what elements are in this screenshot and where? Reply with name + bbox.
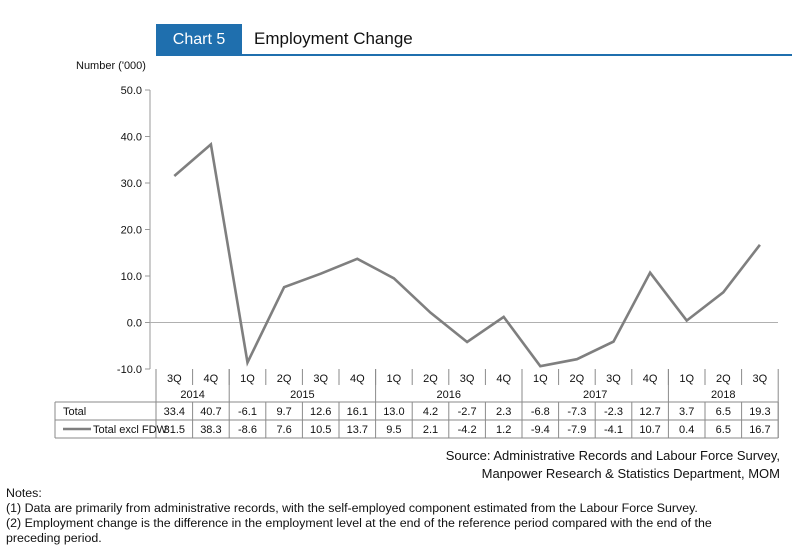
data-label: 12.6 (310, 406, 331, 418)
x-tick-label: 4Q (643, 373, 658, 385)
data-label: -6.8 (531, 406, 550, 418)
x-tick-label: 1Q (240, 373, 255, 385)
series-line-total-excl-fdw (173, 141, 761, 368)
y-tick-label: 10.0 (121, 271, 142, 283)
data-label: 12.7 (639, 406, 660, 418)
chart-canvas: 50.0 40.0 30.0 20.0 10.0 0.0 -10.0 3Q 4Q 1Q 2Q 3Q 4Q… (54, 85, 779, 439)
data-label: -7.3 (567, 406, 586, 418)
x-tick-label: 3Q (313, 373, 328, 385)
x-tick-label: 3Q (167, 373, 182, 385)
chart-number-badge: Chart 5 (156, 24, 242, 55)
data-label: -4.2 (458, 424, 477, 436)
source-note: Source: Administrative Records and Labou… (446, 447, 780, 483)
y-tick-label: 40.0 (121, 132, 142, 144)
data-label: 38.3 (200, 424, 221, 436)
header-rule (156, 54, 792, 56)
data-label: -2.3 (604, 406, 623, 418)
x-tick-label: 2Q (277, 373, 292, 385)
y-axis-label: Number ('000) (76, 60, 146, 72)
data-label: 1.2 (496, 424, 511, 436)
data-label: 13.0 (383, 406, 404, 418)
source-line-1: Source: Administrative Records and Labou… (445, 448, 780, 463)
data-label: -4.1 (604, 424, 623, 436)
series-name: Total excl FDW (93, 424, 168, 436)
notes-block: Notes: (1) Data are primarily from admin… (6, 486, 798, 546)
year-label: 2018 (711, 389, 735, 401)
data-label: 19.3 (749, 406, 770, 418)
data-label: -9.4 (531, 424, 550, 436)
x-tick-label: 3Q (753, 373, 768, 385)
y-tick-label: 20.0 (121, 225, 142, 237)
y-tick-label: 30.0 (121, 178, 142, 190)
data-label: 13.7 (347, 424, 368, 436)
x-tick-label: 1Q (387, 373, 402, 385)
data-label: 3.7 (679, 406, 694, 418)
x-tick-label: 4Q (496, 373, 511, 385)
data-label: 9.7 (276, 406, 291, 418)
data-label: 6.5 (716, 424, 731, 436)
x-tick-label: 3Q (460, 373, 475, 385)
x-tick-label: 4Q (350, 373, 365, 385)
data-label: -6.1 (238, 406, 257, 418)
y-tick-label: 0.0 (127, 318, 142, 330)
x-tick-label: 1Q (679, 373, 694, 385)
data-label: 33.4 (164, 406, 185, 418)
y-tick-label: -10.0 (117, 364, 142, 376)
data-label: 10.5 (310, 424, 331, 436)
data-label: 2.3 (496, 406, 511, 418)
x-tick-label: 3Q (606, 373, 621, 385)
x-tick-label: 4Q (204, 373, 219, 385)
data-label: 16.1 (347, 406, 368, 418)
data-label: 40.7 (200, 406, 221, 418)
year-label: 2015 (290, 389, 314, 401)
year-label: 2014 (180, 389, 204, 401)
x-tick-label: 2Q (570, 373, 585, 385)
y-tick-label: 50.0 (121, 85, 142, 97)
x-tick-label: 2Q (423, 373, 438, 385)
data-label: 7.6 (276, 424, 291, 436)
notes-heading: Notes: (6, 486, 42, 500)
note-2: (2) Employment change is the difference … (6, 516, 712, 530)
year-label: 2017 (583, 389, 607, 401)
note-1: (1) Data are primarily from administrati… (6, 501, 698, 515)
series-name: Total (63, 406, 86, 418)
data-label: 16.7 (749, 424, 770, 436)
source-line-2: Manpower Research & Statistics Departmen… (481, 466, 780, 481)
data-label: 6.5 (716, 406, 731, 418)
x-tick-label: 2Q (716, 373, 731, 385)
x-tick-label: 1Q (533, 373, 548, 385)
data-label: 31.5 (164, 424, 185, 436)
chart-title: Employment Change (254, 29, 413, 48)
data-label: 10.7 (639, 424, 660, 436)
data-label: 2.1 (423, 424, 438, 436)
data-label: -8.6 (238, 424, 257, 436)
data-label: -7.9 (567, 424, 586, 436)
data-label: -2.7 (458, 406, 477, 418)
note-3: preceding period. (6, 531, 102, 545)
data-label: 4.2 (423, 406, 438, 418)
data-label: 0.4 (679, 424, 694, 436)
year-label: 2016 (437, 389, 461, 401)
data-label: 9.5 (386, 424, 401, 436)
